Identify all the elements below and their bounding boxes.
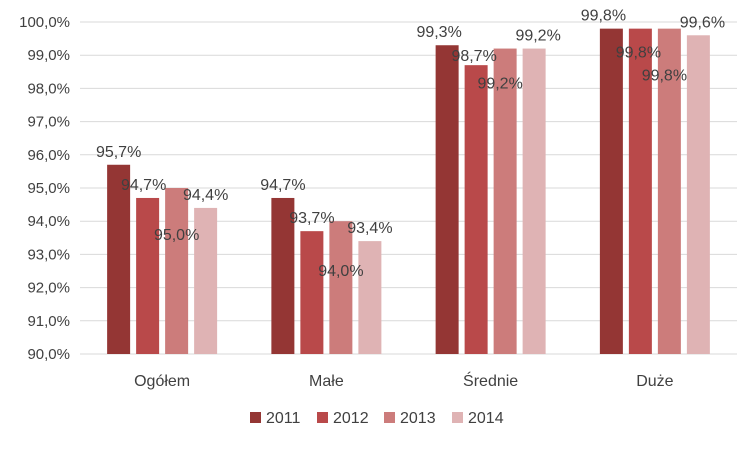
y-tick-label: 100,0% [19,14,70,31]
legend-label-2013: 2013 [400,410,436,427]
data-label-2014-3: 99,6% [680,14,725,31]
data-label-2011-2: 99,3% [416,24,461,41]
bar-2013-0 [165,188,189,354]
bar-2011-2 [435,45,459,355]
bar-2014-3 [686,35,710,354]
data-label-2013-1: 94,0% [318,263,363,280]
grid-layer [80,21,737,355]
legend-label-2012: 2012 [333,410,369,427]
y-tick-label: 99,0% [27,47,70,64]
y-tick-label: 90,0% [27,346,70,363]
data-label-2013-2: 99,2% [477,76,522,93]
legend-label-2014: 2014 [468,410,504,427]
legend-swatch-2012 [317,412,328,423]
data-label-2012-1: 93,7% [289,210,334,227]
data-label-2012-3: 99,8% [616,45,661,62]
y-axis-ticks: 90,0% 91,0% 92,0% 93,0% 94,0% 95,0% 96,0% 97,0%… [19,14,70,363]
y-tick-label: 94,0% [27,213,70,230]
bar-2014-1 [358,241,382,354]
legend-label-2011: 2011 [266,410,301,427]
data-label-2012-2: 98,7% [451,48,496,65]
y-tick-label: 93,0% [27,246,70,263]
data-label-2014-1: 93,4% [347,220,392,237]
category-label: Małe [309,373,344,390]
y-tick-label: 92,0% [27,280,70,297]
data-label-2014-2: 99,2% [515,28,560,45]
bar-2012-3 [628,28,652,354]
category-label: Duże [636,373,673,390]
bar-2013-2 [493,48,517,355]
bar-2013-1 [329,221,353,354]
data-label-2012-0: 94,7% [121,177,166,194]
bar-2011-1 [271,197,295,354]
bar-2011-0 [107,164,131,354]
y-tick-label: 97,0% [27,114,70,131]
y-tick-label: 98,0% [27,80,70,97]
data-label-2013-3: 99,8% [642,68,687,85]
bar-2014-2 [522,48,546,355]
data-label-2011-1: 94,7% [260,177,305,194]
legend-swatch-2013 [384,412,395,423]
legend: 2011 2012 2013 2014 [250,410,504,427]
x-axis-categories: Ogółem Małe Średnie Duże [134,371,674,390]
bar-2012-0 [136,197,160,354]
bars-layer [107,28,710,355]
data-label-2013-0: 95,0% [154,227,199,244]
bar-2012-1 [300,231,324,354]
data-label-2014-0: 94,4% [183,187,228,204]
legend-swatch-2011 [250,412,261,423]
y-tick-label: 91,0% [27,313,70,330]
category-label: Ogółem [134,373,190,390]
y-tick-label: 95,0% [27,180,70,197]
data-label-2011-0: 95,7% [96,144,141,161]
bar-2014-0 [194,207,218,354]
category-label: Średnie [463,371,518,390]
data-labels-layer: 95,7% 94,7% 95,0% 94,4% 94,7% 93,7% 94,0% 93,4%… [96,8,725,281]
legend-swatch-2014 [452,412,463,423]
y-tick-label: 96,0% [27,147,70,164]
data-label-2011-3: 99,8% [581,8,626,25]
bar-2013-3 [657,28,681,354]
bar-2011-3 [599,28,623,354]
bar-2012-2 [464,65,488,354]
